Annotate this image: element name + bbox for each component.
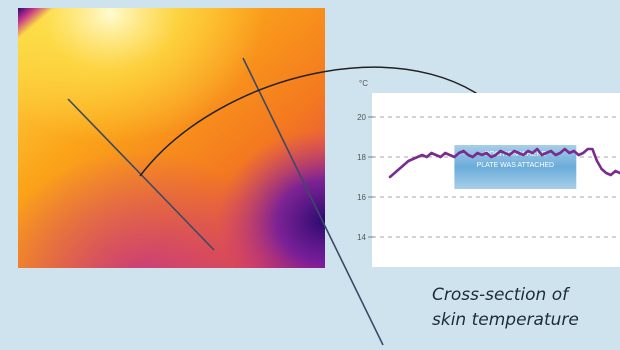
thermal-image — [18, 8, 518, 346]
temperature-chart: 14 16 18 20 °C POSITION WHERE PLATE WAS ATTA… — [357, 79, 620, 267]
caption: Cross-section of skin temperature — [432, 283, 612, 333]
measurement-line-2 — [242, 57, 384, 346]
plate-annotation: POSITION WHERE PLATE WAS ATTACHED — [454, 145, 577, 189]
y-tick-labels: 14 16 18 20 — [357, 113, 374, 242]
caption-line-2: skin temperature — [432, 310, 579, 330]
annotation-line-2: PLATE WAS ATTACHED — [477, 162, 555, 169]
caption-line-1: Cross-section of — [432, 285, 569, 305]
annotation-line-1: POSITION WHERE — [485, 151, 547, 158]
y-axis-unit: °C — [359, 79, 368, 88]
y-tick-label: 18 — [357, 153, 366, 162]
y-tick-label: 14 — [357, 233, 366, 242]
connector-arrow-path — [139, 66, 514, 177]
series-1-line — [388, 147, 620, 179]
y-tick-label: 16 — [357, 193, 366, 202]
series-line — [388, 147, 620, 179]
y-tick-label: 20 — [357, 113, 366, 122]
